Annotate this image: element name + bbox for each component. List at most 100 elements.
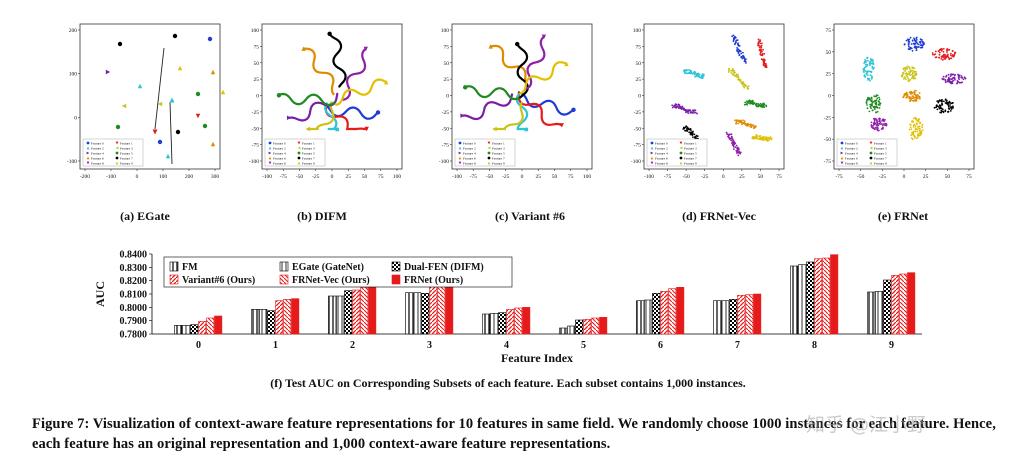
x-tick-label: 7 (735, 340, 740, 351)
x-tick-label: 25 (536, 174, 542, 180)
bar (490, 313, 499, 335)
x-tick-label: -25 (502, 174, 510, 180)
x-tick-label: 8 (812, 340, 817, 351)
caption-b: (b) DIFM (297, 209, 347, 223)
bar (737, 295, 746, 335)
bar (283, 299, 292, 335)
bar (806, 261, 815, 335)
feature-curve (523, 35, 546, 91)
bar (368, 286, 377, 335)
y-tick-label: 25 (254, 77, 260, 83)
panel-e: -75 -50 -25 0 25 50 75 75 50 25 0 -25 -50 -75 Feature … (812, 18, 982, 186)
y-tick-label: 50 (636, 61, 642, 67)
y-tick-label: 75 (636, 44, 642, 50)
bar-legend: FM EGate (GateNet) Dual-FEN (DIFM) Variant#… (163, 256, 513, 288)
y-tick-label: 0 (446, 94, 449, 100)
bar-legend-swatch (169, 274, 179, 285)
x-tick-label: 100 (159, 174, 168, 180)
panel-legend-label: Feature 3 (492, 146, 505, 150)
bar (506, 309, 515, 335)
panel-legend-label: Feature 8 (655, 161, 668, 165)
y-tick-label: -25 (252, 110, 260, 116)
y-tick-label: 0.8000 (120, 303, 148, 314)
x-tick-label: -75 (835, 174, 843, 180)
bar (336, 295, 345, 335)
caption-a: (a) EGate (120, 209, 170, 223)
panel-legend-label: Feature 0 (463, 141, 476, 145)
y-tick-label: 75 (254, 44, 260, 50)
feature-curve (328, 32, 347, 88)
panel-legend-label: Feature 4 (91, 151, 104, 155)
caption-e: (e) FRNet (877, 209, 929, 223)
x-tick-label: -50 (682, 174, 690, 180)
feature-curve (521, 92, 575, 116)
bar (421, 293, 430, 335)
bar-legend-swatch (279, 274, 289, 285)
bar (907, 272, 916, 335)
y-tick-label: 0.7900 (120, 316, 148, 327)
plot-marks (862, 36, 967, 141)
panel-legend-label: Feature 6 (273, 156, 286, 160)
bar (190, 324, 199, 335)
panel-legend-box (646, 138, 708, 167)
x-tick-label: -25 (879, 174, 887, 180)
bar (360, 287, 369, 335)
panel-legend-label: Feature 3 (874, 146, 887, 150)
x-axis-label: Feature Index (501, 351, 573, 365)
y-tick-label: -50 (252, 126, 260, 132)
panel-legend-label: Feature 5 (120, 151, 133, 155)
bar-legend-label: Variant#6 (Ours) (182, 275, 255, 286)
bar-legend-label: FRNet (Ours) (404, 275, 463, 286)
bar-chart-caption: (f) Test AUC on Corresponding Subsets of… (270, 376, 746, 390)
panel-legend-label: Feature 3 (684, 146, 697, 150)
y-tick-label: -100 (439, 159, 449, 165)
panel-a: -200 -100 0 100 200 300 200 100 0 -100 Feature 0 Fe… (58, 18, 228, 186)
panel-legend-label: Feature 1 (492, 141, 505, 145)
y-tick-label: 0.8200 (120, 276, 148, 287)
scatter-plot-frnet-vec: -100 -75 -50 -25 0 25 50 75 100 75 50 25 0 -25 -50 -75 -… (631, 23, 785, 180)
plot-marks (105, 33, 226, 165)
panel-legend-label: Feature 9 (684, 161, 697, 165)
x-tick-label: -100 (106, 174, 116, 180)
x-tick-label: 300 (211, 174, 220, 180)
y-tick-label: 0.8100 (120, 290, 148, 301)
y-tick-label: -75 (252, 143, 260, 149)
bar (198, 321, 207, 335)
feature-curve (519, 61, 568, 95)
bar (745, 294, 754, 335)
y-tick-label: 0.8300 (120, 263, 148, 274)
x-tick-label: -75 (664, 174, 672, 180)
feature-curve (335, 78, 388, 106)
bar (559, 327, 568, 335)
panel-legend-label: Feature 4 (273, 151, 286, 155)
caption-c: (c) Variant #6 (495, 209, 565, 223)
bar (867, 291, 876, 335)
x-tick-label: 5 (581, 340, 586, 351)
panel-legend-box (454, 138, 516, 167)
x-tick-label: 0 (331, 174, 334, 180)
y-tick-label: 0 (638, 94, 641, 100)
bar (676, 287, 685, 335)
feature-curve (302, 47, 335, 96)
bar (182, 325, 191, 335)
bar (267, 310, 276, 335)
x-tick-label: -75 (280, 174, 288, 180)
bar (344, 290, 353, 335)
bar (575, 319, 584, 335)
x-tick-label: -50 (486, 174, 494, 180)
panel-legend-label: Feature 5 (302, 151, 315, 155)
x-tick-label: 75 (776, 174, 782, 180)
panel-legend-label: Feature 9 (492, 161, 505, 165)
panel-legend-label: Feature 7 (120, 156, 133, 160)
scatter-plot-frnet: -75 -50 -25 0 25 50 75 75 50 25 0 -25 -50 -75 Feature … (824, 23, 975, 180)
panel-legend-label: Feature 6 (463, 156, 476, 160)
y-tick-label: 75 (444, 44, 450, 50)
x-tick-label: -200 (80, 174, 90, 180)
bar (644, 299, 653, 335)
x-tick-label: 1 (273, 340, 278, 351)
arrow-line (154, 47, 165, 130)
arrow-line (169, 101, 173, 165)
